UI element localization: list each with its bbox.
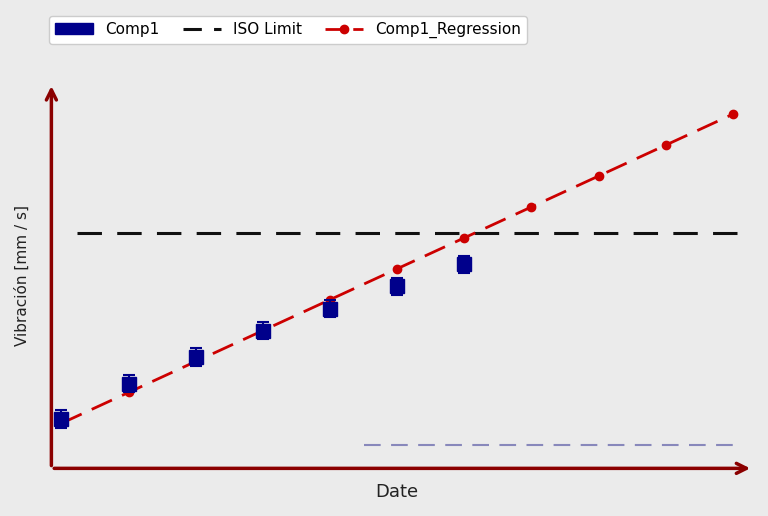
Legend: Comp1, ISO Limit, Comp1_Regression: Comp1, ISO Limit, Comp1_Regression <box>49 16 528 44</box>
Y-axis label: Vibración [mm / s]: Vibración [mm / s] <box>15 205 30 346</box>
X-axis label: Date: Date <box>376 483 419 501</box>
